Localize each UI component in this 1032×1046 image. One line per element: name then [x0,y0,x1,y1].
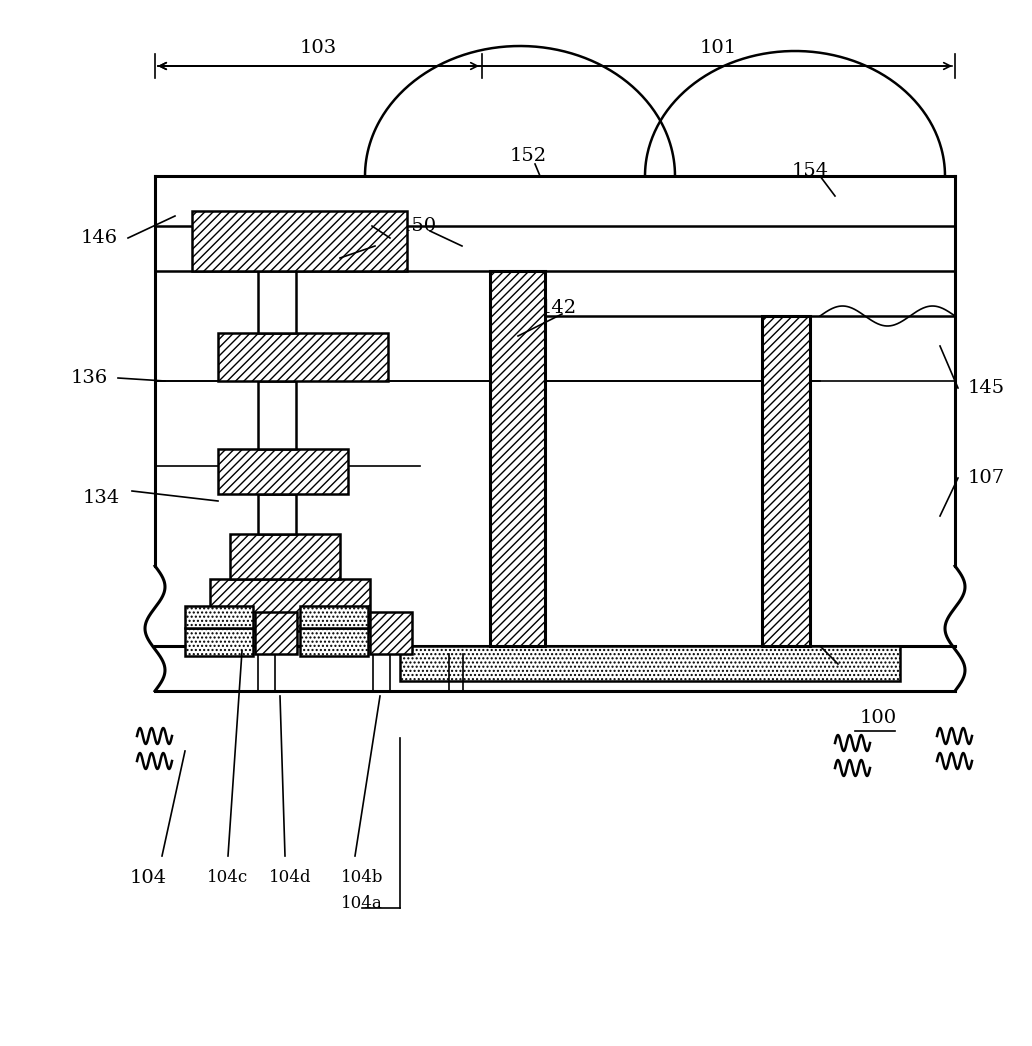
Bar [230,535,340,579]
Bar [300,606,368,628]
Bar [218,333,388,381]
Bar [258,381,296,449]
Bar [258,271,296,333]
Text: 150: 150 [399,217,437,235]
Text: 107: 107 [968,469,1005,487]
Bar [490,271,545,646]
Text: 104b: 104b [341,869,383,887]
Bar [185,628,253,656]
Text: 104a: 104a [342,894,383,911]
Bar [300,628,368,656]
Bar [209,579,370,631]
Bar [370,612,412,654]
Bar [762,316,810,646]
Text: 101: 101 [700,39,737,56]
Text: 146: 146 [80,229,118,247]
Bar [255,612,297,654]
Text: 104c: 104c [207,869,249,887]
Text: 134: 134 [83,488,120,507]
Text: 136: 136 [71,369,108,387]
Text: 145: 145 [968,379,1005,397]
Bar [192,211,407,271]
Text: 142: 142 [540,299,577,317]
Bar [258,631,296,646]
Bar [218,449,348,494]
Text: 104d: 104d [268,869,312,887]
Bar [400,646,900,681]
Text: 154: 154 [792,162,829,180]
Text: 103: 103 [300,39,337,56]
Text: 144: 144 [291,249,328,267]
Bar [258,494,296,535]
Text: 102: 102 [845,659,882,677]
Text: 152: 152 [510,147,547,165]
Text: 148: 148 [352,217,389,235]
Text: 100: 100 [860,709,897,727]
Text: 104: 104 [129,869,166,887]
Bar [185,606,253,628]
